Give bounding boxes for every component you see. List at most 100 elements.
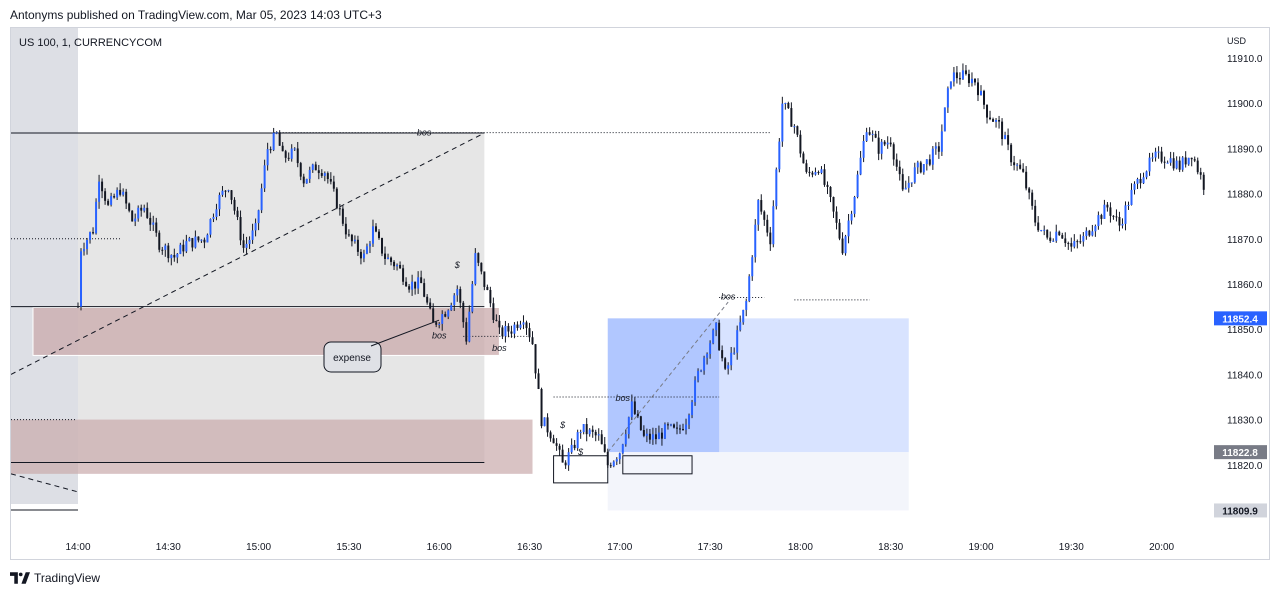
candle	[110, 192, 113, 207]
candle	[1142, 172, 1145, 185]
candle	[748, 274, 751, 303]
candle-body	[441, 314, 444, 324]
price-chart[interactable]: bos bos bos bos bos expense $ $ $ US 100, 1, CUR…	[10, 28, 1269, 559]
tradingview-logo-icon	[10, 572, 30, 584]
candle-body	[980, 90, 982, 96]
candle-body	[1103, 204, 1106, 219]
candle	[760, 194, 763, 215]
candle	[561, 444, 564, 463]
candle-body	[128, 203, 131, 211]
candle-body	[618, 453, 621, 460]
candle-body	[889, 142, 892, 145]
candle-body	[832, 197, 835, 212]
price-label-text: 11822.8	[1222, 448, 1258, 459]
candle-body	[931, 148, 934, 165]
candle-body	[919, 162, 922, 173]
candle	[700, 369, 703, 373]
candle-body	[263, 165, 266, 189]
candle	[1190, 157, 1193, 167]
candle-body	[799, 134, 802, 154]
candle-body	[224, 190, 227, 192]
candle	[657, 425, 660, 440]
candle-body	[1148, 157, 1151, 172]
candle	[230, 190, 233, 205]
candle-body	[992, 119, 995, 122]
candle-body	[266, 149, 269, 166]
candle-body	[874, 133, 877, 138]
candle	[134, 213, 137, 227]
candle-body	[669, 424, 672, 426]
candle-body	[350, 234, 353, 242]
candle	[970, 72, 973, 87]
bos-label: bos	[721, 292, 736, 302]
x-tick-label: 20:00	[1149, 542, 1174, 553]
candle-body	[480, 262, 483, 272]
candle-body	[1151, 157, 1154, 159]
candle	[847, 213, 850, 244]
candle-body	[1160, 151, 1163, 162]
candle	[278, 130, 281, 146]
candle-body	[943, 107, 946, 132]
expense-bubble	[323, 341, 382, 373]
candle	[471, 281, 474, 314]
candle	[823, 164, 826, 187]
candle-body	[1163, 161, 1166, 163]
candle-body	[161, 249, 164, 251]
candle	[868, 127, 871, 136]
candle	[513, 322, 516, 339]
candle-body	[384, 253, 387, 259]
candle-body	[612, 461, 615, 467]
blue-entry-zone	[607, 318, 720, 453]
low-box-1	[553, 455, 609, 484]
expense-pointer	[370, 319, 440, 347]
candle-body	[697, 370, 700, 381]
candle	[874, 130, 877, 139]
candle	[739, 315, 742, 332]
candle	[1070, 237, 1073, 252]
candle-body	[368, 243, 371, 247]
candle	[1100, 213, 1103, 225]
candle	[880, 138, 883, 160]
candle	[591, 425, 594, 438]
candle-body	[853, 196, 856, 214]
candle-body	[365, 246, 368, 254]
candle-body	[501, 327, 504, 337]
candle-body	[1043, 229, 1046, 231]
candle-body	[209, 219, 212, 235]
candle	[576, 429, 579, 451]
candle	[378, 229, 380, 240]
candle-body	[1175, 160, 1178, 169]
candle-body	[471, 284, 474, 312]
price-label-bg	[1214, 503, 1267, 518]
candle-body	[236, 210, 239, 218]
candle-body	[820, 169, 823, 173]
candle	[1127, 201, 1130, 210]
candle-body	[1055, 231, 1058, 241]
candle-body	[1109, 207, 1112, 216]
candle	[859, 150, 862, 176]
candle-body	[886, 142, 889, 145]
candle-body	[396, 264, 399, 267]
candle-body	[495, 319, 498, 321]
candle	[802, 151, 805, 164]
candle	[669, 423, 672, 427]
candle	[898, 160, 901, 181]
candle	[1139, 173, 1142, 189]
candle-body	[468, 311, 471, 342]
candle	[883, 140, 886, 147]
liquidity-label: $	[559, 420, 566, 430]
candle-body	[1076, 241, 1079, 243]
candle	[691, 399, 694, 419]
candle-body	[1067, 243, 1070, 245]
candle-body	[754, 224, 757, 258]
candle	[558, 443, 561, 457]
candle-body	[1088, 230, 1091, 236]
candle-body	[1019, 164, 1022, 169]
candle	[543, 417, 546, 427]
candle-body	[1181, 157, 1184, 170]
candle	[137, 205, 140, 222]
candle-body	[585, 424, 588, 435]
chart-frame[interactable]: bos bos bos bos bos expense $ $ $ US 100, 1, CUR…	[10, 27, 1270, 560]
candle-body	[862, 141, 865, 158]
candle	[438, 322, 441, 329]
